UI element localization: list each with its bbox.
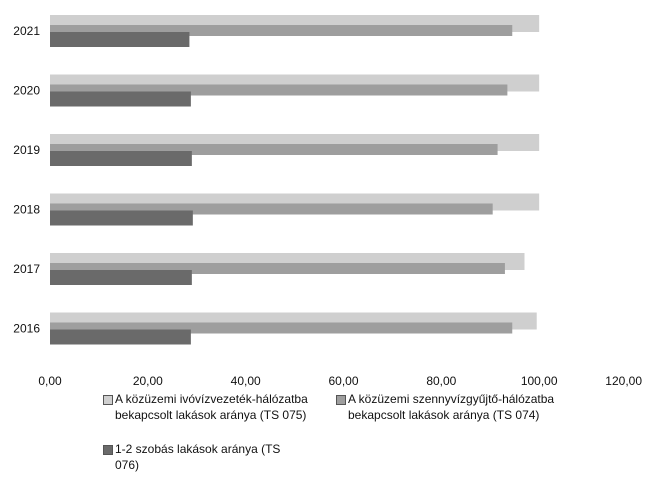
x-tick-label-6: 120,00 <box>605 374 642 388</box>
bar-2019-series-2 <box>50 144 498 155</box>
bar-2017-series-2 <box>50 263 505 274</box>
x-tick-label-1: 20,00 <box>133 374 163 388</box>
bar-2016-series-2 <box>50 322 513 334</box>
legend-item-ts074: A közüzemi szennyvízgyűjtő-hálózatba bek… <box>336 391 586 423</box>
bar-2018-series-2 <box>50 203 493 215</box>
bar-2021-series-3 <box>50 32 190 47</box>
x-axis-labels: 0,00 20,00 40,00 60,00 80,00 100,00 120,00 <box>38 374 642 388</box>
legend-swatch-ts076 <box>103 445 113 455</box>
y-tick-label-2019: 2019 <box>13 143 40 157</box>
bar-2020-series-2 <box>50 84 508 96</box>
legend-label-ts076: 1-2 szobás lakások aránya (TS 076) <box>115 442 281 472</box>
bar-2016-series-3 <box>50 329 191 345</box>
legend-item-ts075: A közüzemi ivóvízvezeték-hálózatba bekap… <box>103 391 333 423</box>
bar-2017-series-3 <box>50 270 192 285</box>
y-tick-label-2016: 2016 <box>13 322 40 336</box>
bar-2019-series-3 <box>50 151 192 166</box>
x-tick-label-0: 0,00 <box>38 374 62 388</box>
legend-swatch-ts075 <box>103 395 113 405</box>
y-axis-labels: 2021 2020 2019 2018 2017 2016 <box>13 24 40 336</box>
x-tick-label-4: 80,00 <box>426 374 456 388</box>
y-tick-label-2017: 2017 <box>13 262 40 276</box>
y-tick-label-2018: 2018 <box>13 203 40 217</box>
legend-label-ts075: A közüzemi ivóvízvezeték-hálózatba bekap… <box>115 392 308 422</box>
y-tick-label-2020: 2020 <box>13 84 40 98</box>
x-tick-label-3: 60,00 <box>328 374 358 388</box>
bars-layer <box>50 15 540 345</box>
legend-label-ts074: A közüzemi szennyvízgyűjtő-hálózatba bek… <box>348 392 555 422</box>
x-tick-label-2: 40,00 <box>231 374 261 388</box>
bar-2021-series-2 <box>50 25 513 36</box>
y-tick-label-2021: 2021 <box>13 24 40 38</box>
bar-2018-series-3 <box>50 210 193 226</box>
legend-item-ts076: 1-2 szobás lakások aránya (TS 076) <box>103 441 293 473</box>
legend-swatch-ts074 <box>336 395 346 405</box>
x-tick-label-5: 100,00 <box>521 374 558 388</box>
bar-2020-series-3 <box>50 91 191 107</box>
